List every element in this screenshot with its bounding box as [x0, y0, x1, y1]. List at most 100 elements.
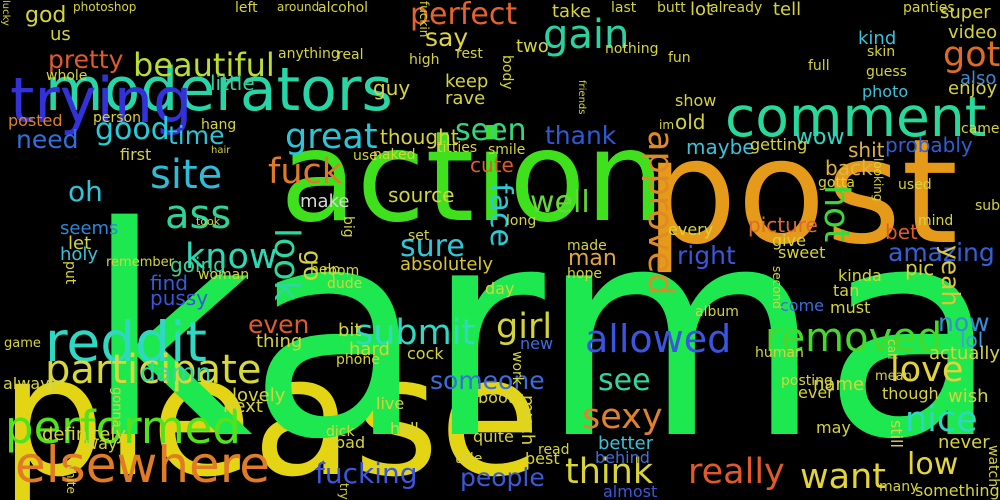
cloud-word: smile [488, 142, 526, 158]
cloud-word: actually [929, 343, 1000, 364]
cloud-word: name [813, 374, 865, 395]
cloud-word: pic [905, 256, 935, 280]
cloud-word: made [567, 238, 607, 254]
cloud-word: yeah [936, 245, 965, 307]
cloud-word: kind [858, 28, 897, 49]
cloud-word: source [388, 183, 455, 207]
cloud-word: every [668, 220, 714, 239]
cloud-word: cute [470, 153, 514, 177]
cloud-word: gonna [109, 387, 124, 428]
cloud-word: come [780, 296, 825, 315]
cloud-word: posting [781, 373, 833, 389]
cloud-word: low [907, 447, 959, 482]
cloud-word: trying [10, 64, 193, 137]
cloud-word: person [93, 110, 141, 126]
cloud-word: maybe [686, 135, 755, 159]
cloud-word: picture [748, 213, 818, 237]
cloud-word: bad [335, 433, 366, 452]
cloud-word: friends [576, 80, 587, 115]
cloud-word: must [830, 298, 871, 317]
cloud-word: quite [473, 427, 514, 446]
cloud-word: two [516, 36, 549, 57]
cloud-word: back [825, 156, 873, 180]
cloud-word: super [940, 2, 991, 23]
cloud-word: booty [478, 388, 524, 407]
cloud-word: nothing [605, 41, 659, 57]
cloud-word: moderators [45, 55, 393, 125]
cloud-word: perfect [410, 0, 518, 32]
cloud-word: live [376, 394, 405, 413]
cloud-word: oh [68, 175, 103, 208]
cloud-word: full [808, 58, 830, 74]
cloud-word: action [280, 105, 665, 250]
cloud-word: never [938, 432, 990, 453]
cloud-word: going [170, 253, 226, 277]
cloud-word: great [285, 117, 378, 157]
cloud-word: tell [773, 0, 802, 20]
cloud-word: game [4, 336, 41, 351]
cloud-word: photo [862, 82, 909, 101]
cloud-word: reddit [45, 310, 207, 374]
cloud-word: wish [948, 386, 989, 407]
cloud-word: dude [327, 276, 363, 292]
cloud-word: us [50, 24, 71, 45]
cloud-word: room [323, 263, 360, 279]
cloud-word: lot [690, 0, 714, 20]
cloud-word: ass [165, 192, 232, 238]
cloud-word: amazing [888, 238, 995, 267]
cloud-word: guy [373, 76, 411, 100]
cloud-word: find [150, 271, 188, 295]
cloud-word: really [688, 452, 785, 492]
cloud-word: woman [198, 267, 250, 283]
cloud-word: let [68, 233, 92, 254]
cloud-word: post [645, 108, 959, 277]
cloud-word: hot [816, 185, 856, 243]
cloud-word: alcohol [318, 0, 369, 16]
cloud-word: performed [5, 401, 241, 454]
cloud-word: long [506, 213, 537, 229]
cloud-word: already [710, 0, 763, 16]
cloud-word: next [223, 396, 263, 417]
cloud-word: removed [765, 315, 943, 361]
cloud-word: think [565, 452, 654, 492]
cloud-word: sure [400, 229, 465, 264]
cloud-word: naked [373, 147, 416, 163]
cloud-word: left [235, 0, 258, 16]
cloud-word: site [150, 152, 223, 198]
cloud-word: best [525, 449, 560, 468]
cloud-word: sexy [582, 397, 663, 437]
cloud-word: take [552, 1, 591, 22]
cloud-word: god [25, 3, 67, 28]
cloud-word: title [455, 451, 483, 467]
cloud-word: please [0, 321, 541, 500]
cloud-word: lol [960, 328, 984, 352]
cloud-word: bit [338, 320, 362, 341]
cloud-word: new [520, 334, 554, 353]
cloud-word: fuckin [417, 1, 431, 38]
cloud-word: behind [595, 448, 650, 467]
cloud-word: help [310, 262, 341, 278]
cloud-word: seems [60, 218, 119, 239]
cloud-word: dick [326, 424, 355, 440]
cloud-word: approved [640, 130, 680, 296]
cloud-word: looking [871, 158, 885, 202]
cloud-word: last [611, 0, 637, 16]
cloud-word: video [948, 22, 998, 43]
cloud-word: submit [355, 313, 476, 353]
cloud-word: im [659, 118, 675, 132]
cloud-word: mind [918, 213, 954, 229]
cloud-word: something [915, 481, 1000, 500]
cloud-word: high [409, 52, 440, 68]
cloud-word: took [196, 215, 221, 228]
cloud-word: real [337, 47, 364, 63]
cloud-word: set [408, 228, 430, 244]
cloud-word: need [16, 125, 79, 154]
cloud-word: enjoy [948, 78, 998, 99]
cloud-word: sub [975, 198, 1000, 214]
cloud-word: well [530, 185, 590, 220]
cloud-word: allowed [585, 317, 732, 361]
cloud-word: elsewhere [15, 436, 271, 494]
cloud-word: love [890, 350, 964, 390]
cloud-word: human [755, 345, 804, 361]
